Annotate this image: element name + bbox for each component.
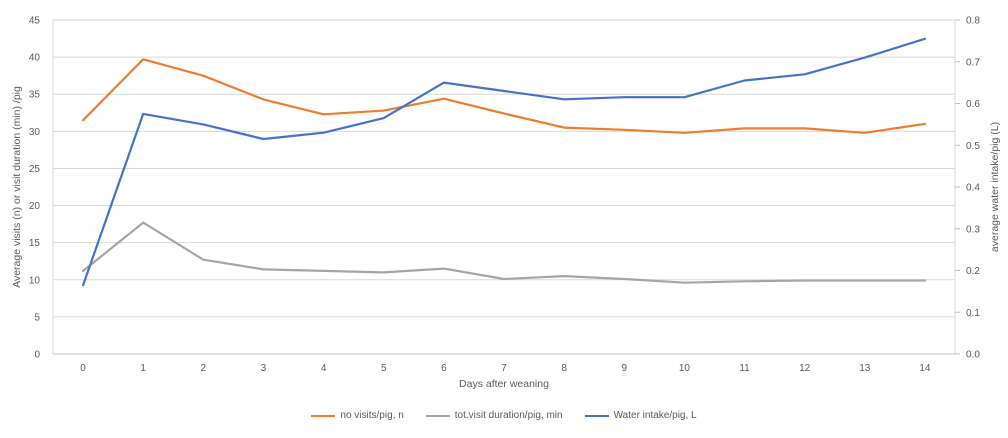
y-right-tick-label: 0.0 (966, 350, 980, 361)
y-left-tick-label: 10 (29, 275, 41, 286)
y-right-tick-label: 0.2 (966, 266, 980, 277)
x-axis-title: Days after weaning (459, 378, 549, 390)
legend-item-visit-duration: tot.visit duration/pig, min (425, 410, 563, 421)
legend-line-marker-icon (425, 414, 450, 417)
series-line-1 (81, 221, 927, 284)
x-tick-label: 3 (261, 363, 267, 374)
y-right-tick-label: 0.1 (966, 308, 980, 319)
x-tick-label: 4 (321, 363, 327, 374)
y-left-tick-label: 5 (34, 312, 40, 323)
y-right-tick-label: 0.7 (966, 57, 980, 68)
y-right-tick-label: 0.6 (966, 99, 980, 110)
legend-line-marker-icon (311, 414, 336, 417)
y-left-tick-label: 40 (29, 53, 41, 64)
series-line-0 (81, 58, 927, 134)
y-left-tick-label: 15 (29, 238, 41, 249)
legend-label: tot.visit duration/pig, min (454, 410, 563, 421)
y-left-tick-label: 30 (29, 127, 41, 138)
y-left-tick-label: 35 (29, 90, 41, 101)
y-right-tick-label: 0.3 (966, 224, 980, 235)
legend-item-water-intake: Water intake/pig, L (584, 410, 697, 421)
x-tick-label: 0 (80, 363, 86, 374)
legend: no visits/pig, n tot.visit duration/pig,… (0, 410, 1008, 421)
legend-item-no-visits: no visits/pig, n (311, 410, 404, 421)
y-left-tick-label: 45 (29, 16, 41, 27)
y-right-tick-label: 0.8 (966, 16, 980, 27)
x-tick-label: 10 (679, 363, 691, 374)
y-left-tick-label: 20 (29, 201, 41, 212)
x-tick-label: 9 (621, 363, 627, 374)
x-tick-label: 6 (441, 363, 447, 374)
legend-label: no visits/pig, n (340, 410, 404, 421)
x-tick-label: 14 (919, 363, 931, 374)
x-tick-label: 12 (799, 363, 811, 374)
x-tick-label: 13 (859, 363, 871, 374)
right-y-axis-title: average water intake/pig (L) (989, 121, 1001, 253)
x-tick-label: 5 (381, 363, 387, 374)
y-left-tick-label: 25 (29, 164, 41, 175)
left-y-axis-title: Average visits (n) or visit duration (mi… (11, 86, 23, 288)
y-left-tick-label: 0 (34, 350, 40, 361)
x-tick-label: 1 (140, 363, 146, 374)
x-tick-label: 2 (201, 363, 207, 374)
x-tick-label: 11 (739, 363, 750, 374)
y-right-tick-label: 0.5 (966, 141, 980, 152)
legend-line-marker-icon (584, 414, 609, 417)
legend-label: Water intake/pig, L (613, 410, 697, 421)
series-line-2 (81, 37, 927, 287)
x-tick-label: 8 (561, 363, 567, 374)
y-right-tick-label: 0.4 (966, 183, 980, 194)
x-tick-label: 7 (501, 363, 507, 374)
